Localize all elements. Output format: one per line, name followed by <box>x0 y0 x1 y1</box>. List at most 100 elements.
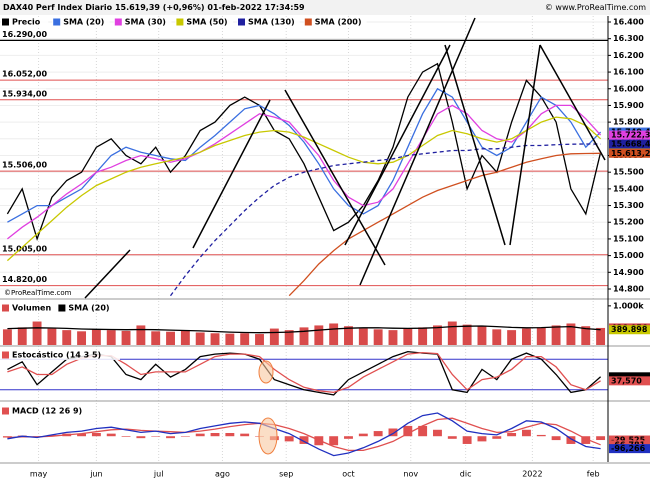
series-line <box>6 116 602 262</box>
bar <box>299 436 309 444</box>
legend-swatch <box>176 18 184 26</box>
bar <box>17 327 27 345</box>
x-tick-label: jun <box>89 470 102 479</box>
bar <box>477 436 487 442</box>
source: © www.ProRealTime.com <box>545 3 646 12</box>
value-label: -29,525 <box>611 436 646 445</box>
bar <box>47 328 57 345</box>
bar <box>210 333 220 345</box>
level-label-bg <box>0 88 46 98</box>
value-label: 389.898 <box>611 325 648 334</box>
series-line <box>288 152 601 297</box>
trend-line <box>539 44 606 161</box>
x-tick-label: sep <box>279 470 293 479</box>
bar <box>166 436 175 439</box>
level-label-bg <box>0 160 46 170</box>
bar <box>566 436 576 444</box>
trend-line <box>359 17 476 286</box>
trend-line <box>284 89 386 266</box>
bar <box>121 436 131 437</box>
trend-line <box>444 44 506 246</box>
y-tick-label: 15.900 <box>613 101 644 110</box>
legend-bg <box>175 17 233 27</box>
y-tick-label: 16.300 <box>613 34 644 43</box>
series-line <box>7 325 601 334</box>
bar <box>77 433 87 437</box>
bar <box>521 328 531 345</box>
bar <box>210 433 220 437</box>
series-line <box>6 104 602 240</box>
bar <box>180 436 190 437</box>
bar <box>314 325 324 345</box>
value-label-bg <box>609 325 650 335</box>
y-tick-label: 16.000 <box>613 84 644 93</box>
header-bar <box>0 0 650 15</box>
y-tick-label: 15.800 <box>613 118 644 127</box>
y-tick-label: 15.300 <box>613 201 644 210</box>
bar <box>195 332 205 345</box>
bar <box>403 425 413 437</box>
bar <box>195 433 205 437</box>
x-tick-label: 2022 <box>522 470 542 479</box>
level-label: 16.290,00 <box>2 30 47 39</box>
bar <box>433 325 442 345</box>
legend-bg <box>57 303 115 313</box>
value-label-bg <box>609 148 650 158</box>
legend-swatch <box>238 18 245 26</box>
value-label-bg <box>609 444 650 454</box>
series-line <box>7 412 601 457</box>
y-tick-label: 16.200 <box>613 51 644 60</box>
highlight <box>258 417 278 455</box>
series-line <box>7 87 602 223</box>
legend-label: SMA (200) <box>315 18 362 27</box>
bar <box>492 436 502 439</box>
legend-title: Estocástico (14 3 5) <box>12 351 101 360</box>
chart-title: DAX40 Perf Index Diario 15.619,39 (+0,96… <box>3 3 305 12</box>
level-label: 15.506,00 <box>2 161 47 170</box>
y-tick-label: 15.100 <box>613 234 644 243</box>
y-tick-label: 15.500 <box>613 168 644 177</box>
value-label-bg <box>609 435 650 445</box>
highlight <box>258 360 274 384</box>
level-label: 14.820,00 <box>2 275 47 284</box>
bar <box>121 330 131 345</box>
legend-label: SMA (20) <box>68 304 109 313</box>
bar <box>433 429 442 437</box>
legend-bg <box>0 350 120 360</box>
bar <box>255 334 264 345</box>
bar <box>596 436 606 441</box>
bar <box>373 329 383 345</box>
legend-bg <box>237 17 300 27</box>
x-tick-label: jul <box>153 470 164 479</box>
legend-swatch <box>304 18 312 26</box>
legend-label: SMA (50) <box>186 18 227 27</box>
trend-line <box>344 44 451 246</box>
bar <box>136 436 146 439</box>
bar <box>551 436 561 441</box>
bar <box>284 436 294 442</box>
bar <box>2 329 12 345</box>
series-line <box>169 143 601 297</box>
x-tick-label: oct <box>342 470 354 479</box>
bar <box>32 321 42 345</box>
bar <box>91 433 101 437</box>
value-label: 15.613,22 <box>611 149 650 158</box>
legend-title: MACD (12 26 9) <box>12 407 82 416</box>
watermark: ©ProRealTime.com <box>4 289 72 297</box>
y-tick-label: 16.100 <box>613 68 644 77</box>
bar <box>225 333 235 345</box>
bar <box>462 436 472 444</box>
legend-bg <box>303 17 367 27</box>
y-tick-label: 15.000 <box>613 251 644 260</box>
bar <box>151 331 161 345</box>
legend-label: SMA (30) <box>125 18 166 27</box>
bar <box>329 436 339 446</box>
bar <box>240 333 250 345</box>
bar <box>91 329 101 345</box>
legend-swatch <box>58 304 66 312</box>
bar <box>551 325 561 345</box>
bar <box>358 433 368 437</box>
legend-label: Volumen <box>12 304 51 313</box>
bar <box>507 330 517 345</box>
level-label: 15.934,00 <box>2 89 47 98</box>
